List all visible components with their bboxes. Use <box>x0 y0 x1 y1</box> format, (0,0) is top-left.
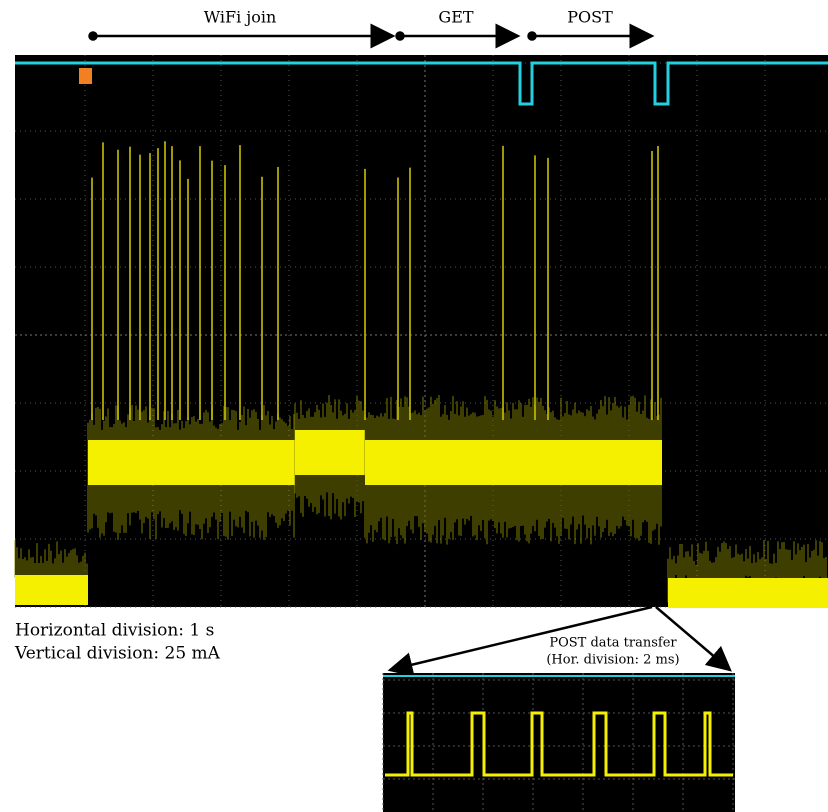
scope-screen <box>15 55 828 608</box>
trace-core <box>15 575 88 605</box>
trace-core <box>295 430 365 475</box>
scale-label: Vertical division: 25 mA <box>14 644 221 664</box>
phase-label: WiFi join <box>204 8 277 27</box>
inset-subtitle: (Hor. division: 2 ms) <box>546 653 679 668</box>
inset-title: POST data transfer <box>549 636 677 651</box>
phase-label: GET <box>438 8 473 27</box>
scale-label: Horizontal division: 1 s <box>15 621 214 641</box>
trace-core <box>88 440 295 485</box>
trigger-marker <box>79 68 92 84</box>
phase-label: POST <box>567 8 613 27</box>
inset-scope <box>383 673 735 812</box>
figure: WiFi join GET POST Horizontal division: … <box>0 0 828 812</box>
phase-arrows <box>90 33 653 40</box>
trace-core <box>365 440 662 485</box>
trace-core <box>668 578 828 608</box>
